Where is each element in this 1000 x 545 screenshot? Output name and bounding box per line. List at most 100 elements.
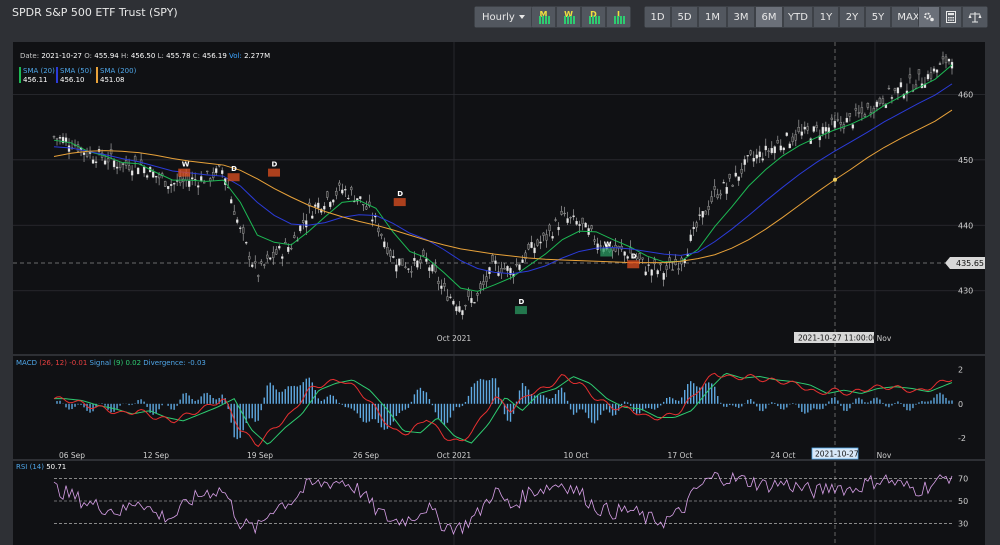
candle-body (356, 198, 359, 202)
range-ytd-button[interactable]: YTD (783, 6, 813, 28)
candle-body (302, 220, 305, 223)
candle-body (437, 280, 440, 284)
group-week-button[interactable]: W (556, 6, 581, 28)
candle-body (632, 256, 635, 258)
candle-body (452, 300, 455, 305)
candle-body (175, 180, 179, 182)
candle-body (428, 267, 431, 271)
calculator-icon (946, 11, 956, 23)
price-tick-label: 430 (958, 287, 973, 296)
candle-body (524, 252, 527, 259)
candle-body (596, 243, 599, 250)
price-tick-label: 460 (958, 90, 973, 99)
candle-body (833, 120, 837, 128)
candle-body (536, 239, 539, 246)
candle-body (857, 112, 861, 114)
candle-body (788, 143, 791, 149)
candle-body (278, 246, 281, 249)
interval-label: Hourly (482, 12, 515, 23)
candle-body (157, 174, 161, 179)
candle-body (332, 199, 335, 203)
range-1y-button[interactable]: 1Y (813, 6, 839, 28)
current-price-tag: 435.65 (945, 257, 985, 269)
rsi-tick-label: 70 (958, 475, 968, 484)
sma50-legend-swatch (56, 67, 58, 83)
group-day-button[interactable]: D (581, 6, 606, 28)
range-1m-button[interactable]: 1M (698, 6, 727, 28)
candle-body (527, 244, 530, 250)
ohlc-volume: 2.277M (244, 52, 270, 60)
candle-body (239, 227, 242, 229)
candle-body (815, 125, 818, 128)
settings-button[interactable] (918, 6, 940, 28)
candle-body (806, 126, 809, 131)
candle-body (305, 220, 308, 228)
candle-body (272, 251, 275, 258)
candle-body (692, 227, 695, 230)
crosshair-labels: 2021-10-27 11:00:00 2021-10-27 (794, 332, 878, 460)
candle-body (419, 259, 422, 264)
candle-body (236, 219, 239, 223)
candle-body (67, 145, 71, 152)
candle-body (317, 202, 320, 208)
candle-body (734, 172, 737, 177)
macd-tick-label: 0 (958, 400, 963, 409)
candle-body (797, 127, 800, 132)
candle-body (533, 247, 536, 254)
event-marker-letter: D (231, 165, 237, 173)
range-5d-button[interactable]: 5D (671, 6, 698, 28)
candle-body (383, 241, 386, 248)
macd-divergence-label: Divergence: (143, 359, 185, 367)
candle-body (935, 69, 939, 73)
rsi-tick-label: 30 (958, 519, 968, 528)
candle-body (407, 268, 410, 270)
candle-body (566, 218, 569, 223)
candle-body (269, 257, 272, 260)
candle-body (215, 168, 218, 173)
candle-body (653, 259, 656, 265)
candle-body (314, 204, 317, 207)
range-2y-button[interactable]: 2Y (839, 6, 865, 28)
group-intraday-button[interactable]: I (606, 6, 631, 28)
candle-body (731, 184, 734, 187)
candle-body (851, 124, 855, 129)
price-tick-label: 450 (958, 156, 973, 165)
compare-button[interactable] (962, 6, 988, 28)
candle-body (401, 258, 404, 266)
range-6m-button[interactable]: 6M (755, 6, 783, 28)
candle-body (518, 264, 521, 270)
group-month-button[interactable]: M (531, 6, 556, 28)
candle-body (863, 114, 867, 117)
range-1d-button[interactable]: 1D (644, 6, 671, 28)
interval-dropdown[interactable]: Hourly (474, 6, 533, 28)
candle-body (422, 250, 425, 256)
ohlc-open-label: O: (84, 52, 92, 60)
event-marker-letter: W (604, 240, 612, 248)
candle-body (109, 149, 113, 155)
candle-body (311, 215, 314, 219)
candle-body (290, 248, 293, 250)
candle-body (899, 82, 903, 88)
candle-body (221, 170, 224, 174)
sma200-line (53, 109, 953, 264)
candle-body (455, 306, 458, 312)
candle-body (893, 88, 897, 91)
macd-line (53, 372, 953, 448)
candle-body (142, 166, 146, 174)
range-5y-button[interactable]: 5Y (865, 6, 891, 28)
candle-body (830, 117, 834, 120)
sma20-legend-swatch (19, 67, 21, 83)
candle-body (803, 126, 806, 130)
macd-legend: MACD (26, 12) -0.01 Signal (9) 0.02 Dive… (16, 359, 206, 367)
macd-signal-value: 0.02 (125, 359, 141, 367)
candle-body (929, 72, 933, 79)
range-3m-button[interactable]: 3M (727, 6, 755, 28)
candle-body (764, 145, 767, 151)
candle-body (593, 239, 596, 242)
candle-body (326, 191, 329, 198)
calculator-button[interactable] (940, 6, 962, 28)
candle-body (569, 217, 572, 219)
rsi-legend: RSI (14) 50.71 (16, 463, 66, 471)
candle-body (275, 249, 278, 255)
